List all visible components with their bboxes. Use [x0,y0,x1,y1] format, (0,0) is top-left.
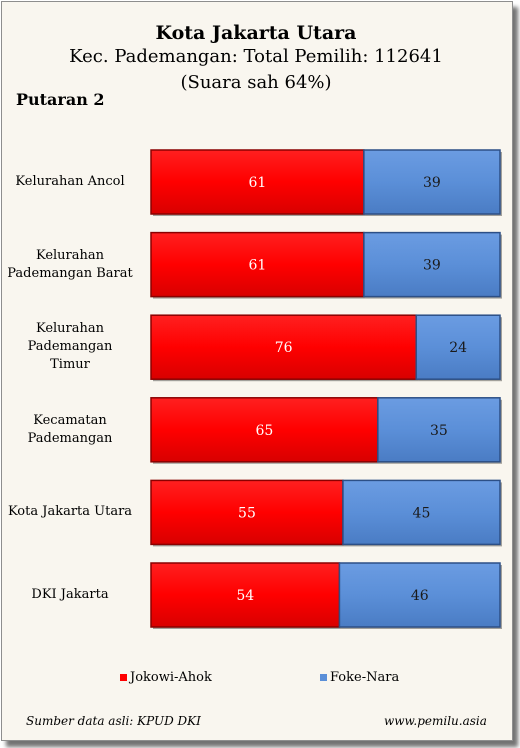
bar-data-label: 39 [423,258,441,274]
website-note: www.pemilu.asia [384,714,487,728]
bar-jokowi-ahok [150,149,365,215]
bar-data-label: 46 [411,588,429,604]
category-label: Kelurahan Pademangan Barat [0,247,140,283]
bar-data-label: 61 [249,175,267,191]
bar-foke-nara [342,479,501,546]
category-label-line: Kelurahan [35,247,105,263]
chart-title: Kota Jakarta Utara [155,22,357,44]
bar-jokowi-ahok [150,314,417,380]
bar-data-label: 24 [449,340,467,356]
category-label-line: Pademangan [27,430,113,446]
bar-data-label: 76 [275,340,293,356]
bar-data-label: 39 [423,175,441,191]
category-label-line: Timur [50,357,90,373]
bar-foke-nara [363,231,501,298]
bar-jokowi-ahok [150,562,341,628]
bar-jokowi-ahok [150,231,365,298]
bar-data-label: 54 [236,588,254,604]
round-label: Putaran 2 [16,90,105,109]
bar-jokowi-ahok [150,397,379,463]
bar-foke-nara [363,149,501,215]
bar-foke-nara [338,562,501,628]
category-label: DKI Jakarta [0,586,140,604]
category-label-line: Pademangan [27,339,113,355]
category-label-line: Kecamatan [33,412,107,428]
bar-jokowi-ahok [150,479,344,546]
category-label: Kelurahan Ancol [0,173,140,191]
bar-data-label: 35 [430,423,448,439]
category-label-line: DKI Jakarta [31,587,109,602]
category-label-line: Kota Jakarta Utara [7,504,133,520]
category-label-line: Pademangan Barat [7,265,133,281]
legend-swatch-red [120,674,127,681]
bar-data-label: 45 [413,505,431,521]
source-note: Sumber data asli: KPUD DKI [26,714,201,728]
chart-subtitle: Kec. Pademangan: Total Pemilih: 112641 [69,46,443,67]
legend-label: Jokowi-Ahok [130,670,212,685]
legend-swatch-blue [320,674,327,681]
legend-item-foke-nara: Foke-Nara [320,670,399,685]
chart-subtitle-valid-votes: (Suara sah 64%) [180,72,332,93]
bar-foke-nara [377,397,501,463]
category-label-line: Kelurahan Ancol [15,174,125,189]
bar-data-label: 65 [256,423,274,439]
category-label: Kecamatan Pademangan [0,412,140,448]
legend-item-jokowi-ahok: Jokowi-Ahok [120,670,212,685]
legend-label: Foke-Nara [330,670,400,685]
bar-data-label: 61 [249,258,267,274]
bar-foke-nara [415,314,501,380]
category-label: Kelurahan Pademangan Timur [0,320,140,374]
bar-data-label: 55 [238,505,256,521]
category-label: Kota Jakarta Utara [0,503,140,521]
category-label-line: Kelurahan [35,321,105,337]
